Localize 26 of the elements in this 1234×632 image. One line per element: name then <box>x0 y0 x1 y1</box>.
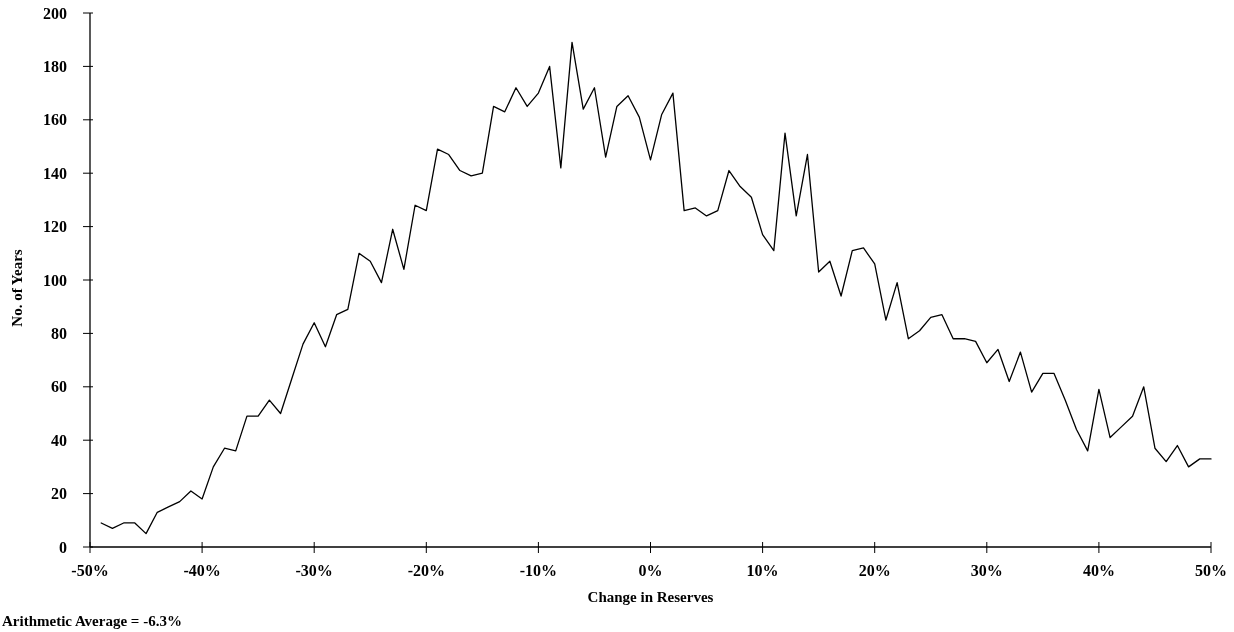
y-tick-label: 200 <box>43 4 67 22</box>
x-tick-label: -10% <box>519 562 558 579</box>
x-tick-label: 30% <box>970 562 1003 579</box>
y-tick-label: 20 <box>51 485 67 503</box>
y-tick-label: 100 <box>43 271 67 289</box>
y-tick-label: 160 <box>43 111 67 129</box>
x-tick-label: 40% <box>1082 562 1115 579</box>
x-tick-label: 0% <box>638 562 663 579</box>
y-tick-label: 80 <box>51 325 67 342</box>
x-tick-label: -30% <box>295 562 333 579</box>
x-tick-label: -20% <box>407 562 445 579</box>
x-axis-title: Change in Reserves <box>587 589 714 605</box>
line-series <box>100 41 1212 535</box>
x-tick-label: 10% <box>746 562 779 579</box>
text: Arithmetic Average = -6.3% <box>2 613 182 629</box>
y-tick-label: 180 <box>43 58 67 75</box>
x-tick-label: 50% <box>1195 562 1227 579</box>
y-axis-title: No. of Years <box>9 249 25 327</box>
y-tick-label: 60 <box>51 378 67 396</box>
y-tick-label: 140 <box>43 164 67 182</box>
y-tick-label: 0 <box>59 538 67 556</box>
x-tick-label: -40% <box>183 562 221 579</box>
y-tick-label: 120 <box>43 218 67 236</box>
x-tick-label: 20% <box>858 562 891 579</box>
y-tick-label: 40 <box>51 431 67 449</box>
x-tick-label: -50% <box>71 562 109 579</box>
